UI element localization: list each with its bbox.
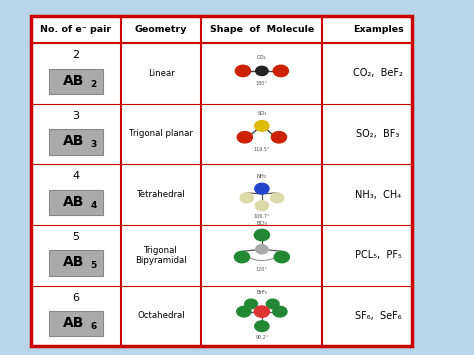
Text: CO₂: CO₂ xyxy=(257,55,267,60)
Text: No. of e⁻ pair: No. of e⁻ pair xyxy=(40,25,111,34)
Circle shape xyxy=(255,121,269,131)
Circle shape xyxy=(240,193,253,203)
Text: Tetrahedral: Tetrahedral xyxy=(137,190,185,199)
Text: 90.2°: 90.2° xyxy=(255,335,268,340)
Text: 6: 6 xyxy=(73,293,79,302)
Circle shape xyxy=(254,229,269,241)
Bar xyxy=(49,311,103,337)
Text: SO₂: SO₂ xyxy=(257,110,266,116)
Text: 4: 4 xyxy=(72,171,80,181)
Text: 2: 2 xyxy=(72,50,80,60)
Text: 120°: 120° xyxy=(256,267,268,272)
Text: SO₂,  BF₃: SO₂, BF₃ xyxy=(356,129,400,139)
Circle shape xyxy=(255,183,269,194)
Text: 3: 3 xyxy=(91,140,97,149)
Text: CO₂,  BeF₂: CO₂, BeF₂ xyxy=(353,69,403,78)
Bar xyxy=(49,250,103,276)
Text: BrF₅: BrF₅ xyxy=(256,290,267,295)
Text: Octahedral: Octahedral xyxy=(137,311,185,320)
Circle shape xyxy=(237,132,252,143)
Text: Geometry: Geometry xyxy=(135,25,187,34)
Text: Linear: Linear xyxy=(148,69,174,78)
Text: 6: 6 xyxy=(91,322,97,331)
Circle shape xyxy=(255,201,268,211)
Circle shape xyxy=(270,193,283,203)
Text: AB: AB xyxy=(63,316,84,330)
Text: Examples: Examples xyxy=(353,25,403,34)
Text: 106.7°: 106.7° xyxy=(254,214,270,219)
Bar xyxy=(31,16,412,346)
Text: AB: AB xyxy=(63,73,84,88)
Bar xyxy=(49,69,103,94)
Text: Trigonal
Bipyramidal: Trigonal Bipyramidal xyxy=(136,246,187,265)
Bar xyxy=(49,129,103,154)
Circle shape xyxy=(254,306,269,317)
Circle shape xyxy=(266,299,279,309)
Circle shape xyxy=(255,321,269,332)
Text: AB: AB xyxy=(63,195,84,209)
Text: AB: AB xyxy=(63,134,84,148)
Circle shape xyxy=(273,65,288,77)
Text: NH₃,  CH₄: NH₃, CH₄ xyxy=(355,190,401,200)
Circle shape xyxy=(245,299,257,309)
Circle shape xyxy=(255,66,268,76)
Text: 3: 3 xyxy=(73,111,79,121)
Text: NH₃: NH₃ xyxy=(257,174,267,179)
Text: 180°: 180° xyxy=(256,81,268,86)
Circle shape xyxy=(274,251,289,263)
Text: 5: 5 xyxy=(73,232,79,242)
Text: 5: 5 xyxy=(91,261,97,271)
Circle shape xyxy=(271,132,286,143)
Bar xyxy=(49,190,103,215)
Text: AB: AB xyxy=(63,255,84,269)
Text: 119.5°: 119.5° xyxy=(254,147,270,152)
Circle shape xyxy=(234,251,249,263)
Text: 2: 2 xyxy=(91,80,97,89)
Circle shape xyxy=(255,245,268,254)
Text: SF₆,  SeF₆: SF₆, SeF₆ xyxy=(355,311,401,321)
Bar xyxy=(31,16,412,346)
Text: Shape  of  Molecule: Shape of Molecule xyxy=(210,25,314,34)
Text: BCl₃: BCl₃ xyxy=(256,221,267,226)
Text: PCL₅,  PF₅: PCL₅, PF₅ xyxy=(355,250,401,260)
Circle shape xyxy=(273,306,287,317)
Circle shape xyxy=(235,65,250,77)
Text: 4: 4 xyxy=(91,201,97,210)
Text: Trigonal planar: Trigonal planar xyxy=(129,130,193,138)
Circle shape xyxy=(237,306,251,317)
